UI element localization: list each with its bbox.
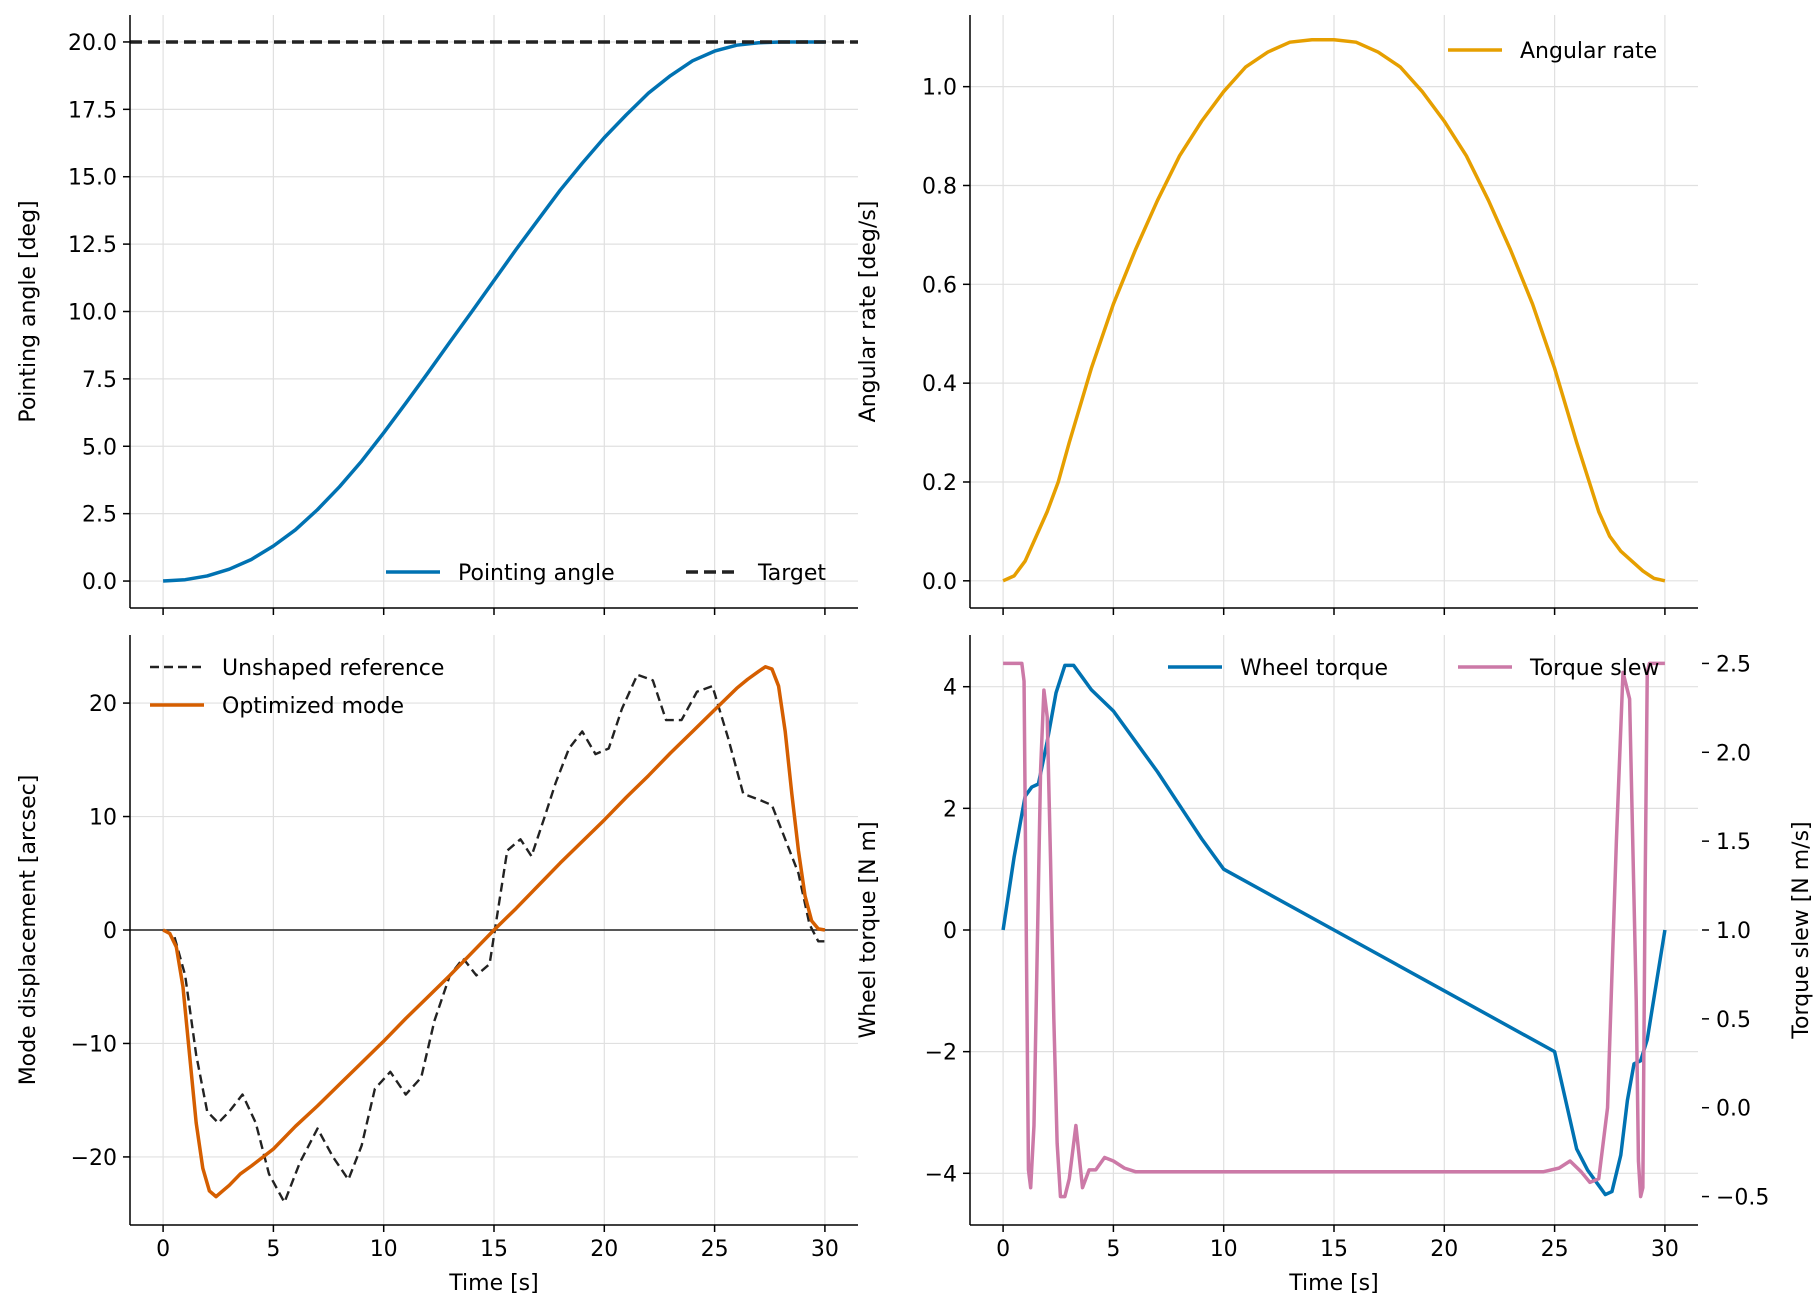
y-tick-label: 0.0 <box>82 570 117 595</box>
y-tick-label: 12.5 <box>68 233 117 258</box>
x-tick-label: 30 <box>811 1237 839 1262</box>
y-tick-label: −4 <box>925 1162 957 1187</box>
series-line-unshaped-reference <box>162 673 825 1204</box>
y-tick-label: 20.0 <box>68 31 117 56</box>
y-axis-label: Angular rate [deg/s] <box>856 201 881 423</box>
y-tick-label: 10 <box>89 806 117 831</box>
y-tick-label: 20 <box>89 692 117 717</box>
y2-tick-label: 1.0 <box>1716 919 1751 944</box>
series-line-pointing-angle <box>162 40 825 583</box>
series-group <box>1001 661 1667 1199</box>
y-tick-label: 2.5 <box>82 503 117 528</box>
y-tick-label: 2 <box>943 797 957 822</box>
x-tick-label: 30 <box>1651 1237 1679 1262</box>
legend-label: Angular rate <box>1520 39 1657 64</box>
y-tick-label: 1.0 <box>922 76 957 101</box>
legend: Wheel torque Torque slew <box>1168 656 1659 681</box>
x-tick-label: 25 <box>1541 1237 1569 1262</box>
y-tick-label: 10.0 <box>68 301 117 326</box>
x-tick-label: 5 <box>266 1237 280 1262</box>
legend-label: Pointing angle <box>458 561 615 586</box>
series-line-optimized-mode <box>162 665 826 1199</box>
y-tick-label: 0.0 <box>922 570 957 595</box>
y-tick-label: 7.5 <box>82 368 117 393</box>
x-axis-label: Time [s] <box>448 1271 538 1296</box>
y-tick-label: 0.8 <box>922 174 957 199</box>
chart-panel-bottom-right: 0 5 10 15 20 25 30 −4 −2 0 2 4 −0.5 0.0 0.5 1.0 1.5 2.0 2.… <box>856 635 1814 1296</box>
y-tick-label: 4 <box>943 676 957 701</box>
series-group <box>162 665 826 1204</box>
y-tick-label: 5.0 <box>82 435 117 460</box>
y2-tick-label: 0.5 <box>1716 1008 1751 1033</box>
series-line-angular-rate <box>1002 37 1666 583</box>
x-tick-label: 10 <box>1210 1237 1238 1262</box>
chart-panel-bottom-left: 0 5 10 15 20 25 30 −20 −10 0 10 20 Mode displacement… <box>16 635 858 1296</box>
legend: Unshaped reference Optimized mode <box>150 656 444 719</box>
legend: Angular rate <box>1448 39 1657 64</box>
y2-tick-label: 1.5 <box>1716 830 1751 855</box>
series-line-torque-slew <box>1003 661 1665 1199</box>
legend: Pointing angle Target <box>386 561 826 586</box>
x-tick-label: 20 <box>1430 1237 1458 1262</box>
y-axis-label: Pointing angle [deg] <box>16 200 41 422</box>
chart-panel-top-left: 0.0 2.5 5.0 7.5 10.0 12.5 15.0 17.5 20.0 Pointing… <box>16 15 858 615</box>
y-axis-label: Wheel torque [N m] <box>856 821 881 1038</box>
y-tick-label: 0.4 <box>922 372 957 397</box>
y-tick-label: −2 <box>925 1041 957 1066</box>
x-tick-label: 0 <box>156 1237 170 1262</box>
x-tick-label: 0 <box>996 1237 1010 1262</box>
x-tick-label: 20 <box>590 1237 618 1262</box>
y2-tick-label: 2.0 <box>1716 741 1751 766</box>
y-tick-label: 0 <box>103 919 117 944</box>
y-tick-label: 15.0 <box>68 166 117 191</box>
legend-label: Target <box>757 561 826 586</box>
legend-label: Optimized mode <box>222 694 404 719</box>
y2-tick-label: 2.5 <box>1716 652 1751 677</box>
y2-tick-label: 0.0 <box>1716 1097 1751 1122</box>
y-tick-label: −10 <box>71 1032 117 1057</box>
y-tick-label: −20 <box>71 1146 117 1171</box>
x-tick-label: 15 <box>480 1237 508 1262</box>
y-tick-label: 0.6 <box>922 273 957 298</box>
legend-label: Unshaped reference <box>222 656 444 681</box>
y-tick-label: 0.2 <box>922 471 957 496</box>
y-tick-label: 0 <box>943 919 957 944</box>
x-tick-label: 10 <box>370 1237 398 1262</box>
chart-panel-top-right: 0.0 0.2 0.4 0.6 0.8 1.0 Angular rate [deg/s] An… <box>856 15 1698 615</box>
legend-label: Wheel torque <box>1240 656 1388 681</box>
series-group <box>130 40 858 583</box>
series-group <box>1002 37 1666 583</box>
y-axis-label: Mode displacement [arcsec] <box>16 775 41 1086</box>
x-axis-label: Time [s] <box>1288 1271 1378 1296</box>
legend-label: Torque slew <box>1529 656 1659 681</box>
y2-tick-label: −0.5 <box>1716 1186 1769 1211</box>
y-tick-label: 17.5 <box>68 98 117 123</box>
x-tick-label: 5 <box>1106 1237 1120 1262</box>
x-tick-label: 15 <box>1320 1237 1348 1262</box>
x-tick-label: 25 <box>701 1237 729 1262</box>
y2-axis-label: Torque slew [N m/s] <box>1789 821 1814 1039</box>
